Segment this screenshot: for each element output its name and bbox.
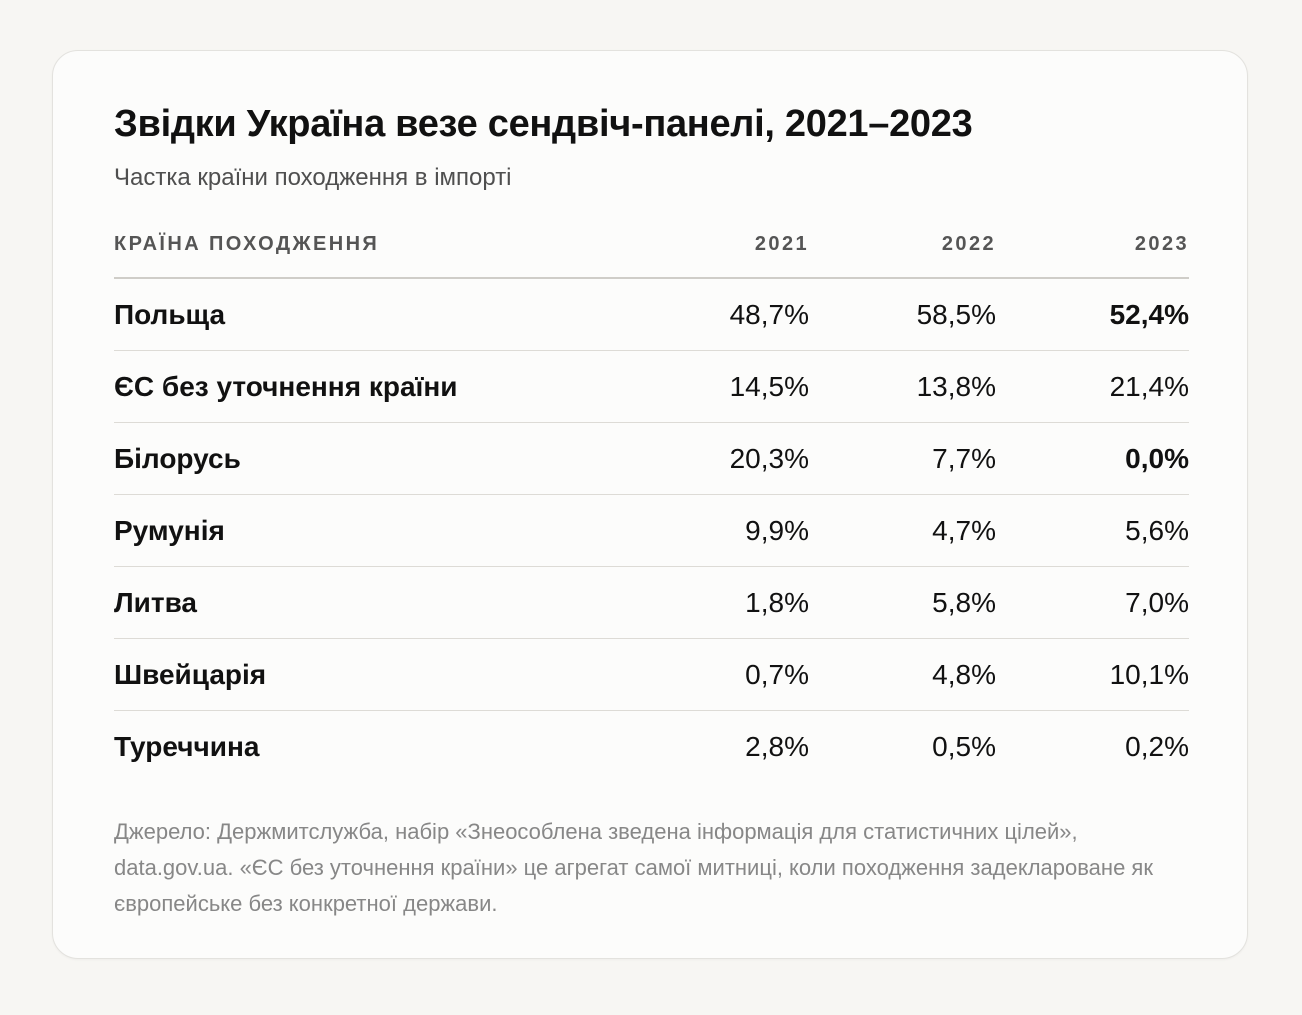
- country-cell: Туреччина: [114, 730, 260, 762]
- value-cell-2021: 0,7%: [609, 638, 809, 711]
- table-row: Литва 1,8% 5,8% 7,0%: [114, 566, 1189, 639]
- column-header-country: КРАЇНА ПОХОДЖЕННЯ: [114, 211, 609, 279]
- value-cell-2021: 14,5%: [609, 350, 809, 423]
- value-cell-2021: 2,8%: [745, 730, 809, 762]
- value-cell-2023: 5,6%: [996, 494, 1189, 567]
- value-cell-2023: 0,2%: [1125, 730, 1189, 762]
- country-cell: Румунія: [114, 494, 609, 567]
- value-cell-2022: 4,8%: [809, 638, 996, 711]
- value-cell-2022: 7,7%: [809, 422, 996, 495]
- import-share-table: КРАЇНА ПОХОДЖЕННЯ 2021 2022 2023 Польща 4…: [114, 211, 1189, 782]
- country-cell: ЄС без уточнення країни: [114, 350, 609, 423]
- chart-card: Звідки Україна везе сендвіч-панелі, 2021…: [52, 50, 1248, 959]
- table-header-row: КРАЇНА ПОХОДЖЕННЯ 2021 2022 2023: [114, 211, 1189, 279]
- value-cell-2023: 21,4%: [996, 350, 1189, 423]
- table-row: Польща 48,7% 58,5% 52,4%: [114, 278, 1189, 351]
- chart-title: Звідки Україна везе сендвіч-панелі, 2021…: [114, 103, 973, 145]
- column-header-2022: 2022: [809, 211, 996, 279]
- table-row: Румунія 9,9% 4,7% 5,6%: [114, 494, 1189, 567]
- table-row: ЄС без уточнення країни 14,5% 13,8% 21,4%: [114, 350, 1189, 423]
- value-cell-2022: 0,5%: [932, 730, 996, 762]
- value-cell-2022: 13,8%: [809, 350, 996, 423]
- country-cell: Польща: [114, 278, 609, 351]
- value-cell-2022: 5,8%: [809, 566, 996, 639]
- table-row: Швейцарія 0,7% 4,8% 10,1%: [114, 638, 1189, 711]
- value-cell-2023: 10,1%: [996, 638, 1189, 711]
- value-cell-2021: 1,8%: [609, 566, 809, 639]
- table-row: Білорусь 20,3% 7,7% 0,0%: [114, 422, 1189, 495]
- value-cell-2023: 52,4%: [996, 278, 1189, 351]
- column-header-2023: 2023: [996, 211, 1189, 279]
- country-cell: Білорусь: [114, 422, 609, 495]
- source-note: Джерело: Держмитслужба, набір «Знеособле…: [114, 819, 1153, 916]
- value-cell-2022: 4,7%: [809, 494, 996, 567]
- value-cell-2023: 0,0%: [996, 422, 1189, 495]
- value-cell-2021: 48,7%: [609, 278, 809, 351]
- country-cell: Швейцарія: [114, 638, 609, 711]
- value-cell-2021: 20,3%: [609, 422, 809, 495]
- country-cell: Литва: [114, 566, 609, 639]
- column-header-2021: 2021: [609, 211, 809, 279]
- chart-subtitle: Частка країни походження в імпорті: [114, 164, 512, 191]
- table-row: Туреччина 2,8% 0,5% 0,2%: [114, 711, 1189, 783]
- value-cell-2023: 7,0%: [996, 566, 1189, 639]
- value-cell-2022: 58,5%: [809, 278, 996, 351]
- value-cell-2021: 9,9%: [609, 494, 809, 567]
